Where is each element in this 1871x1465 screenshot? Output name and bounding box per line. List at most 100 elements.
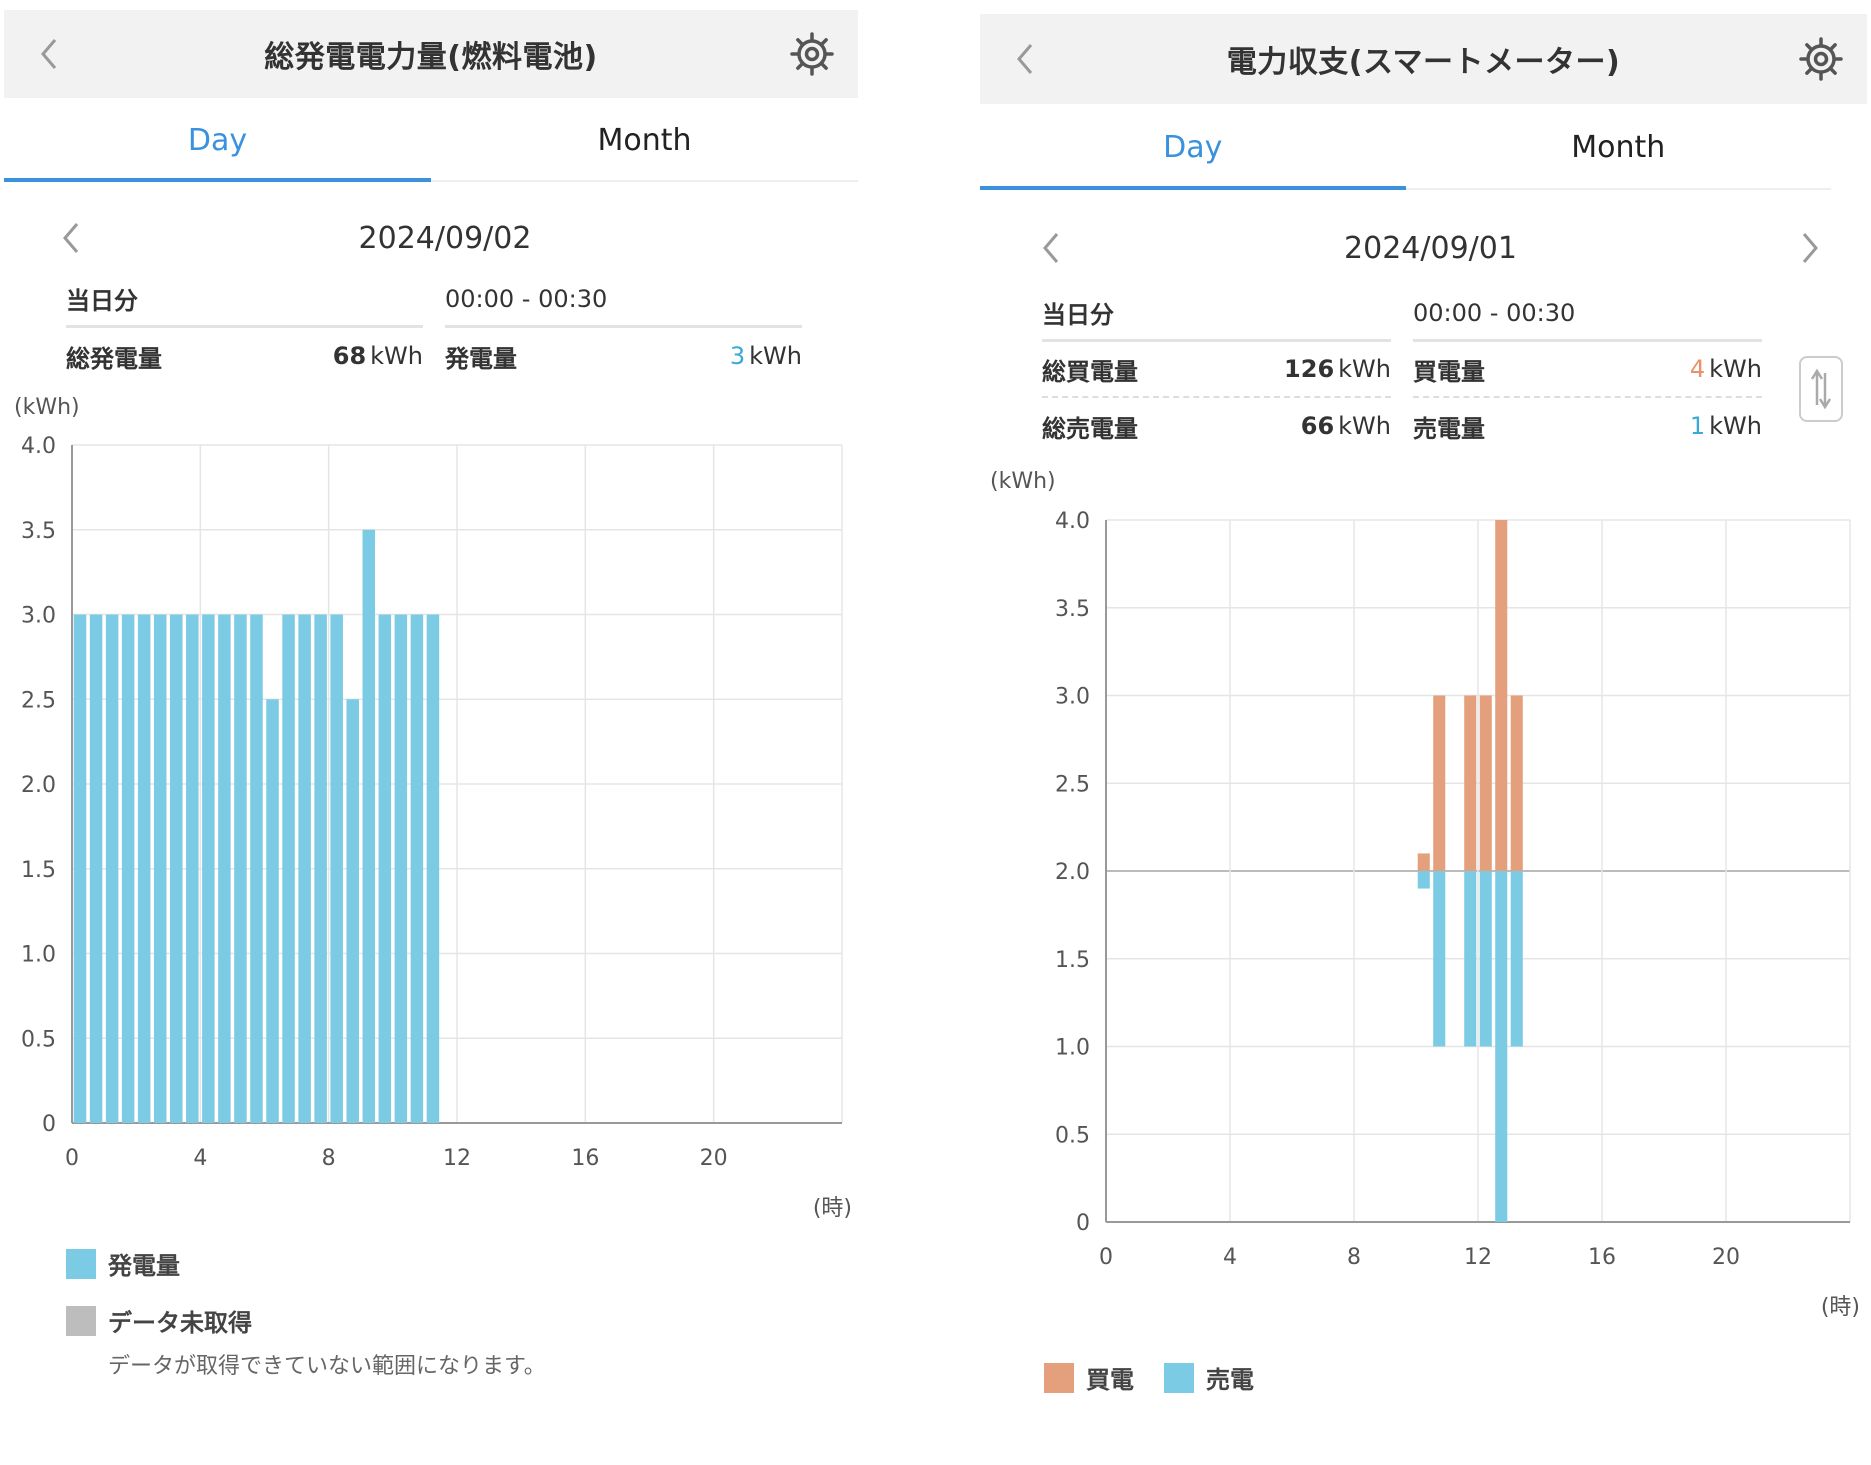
tab-day[interactable]: Day <box>4 100 431 182</box>
y-tick-label: 3.0 <box>1055 685 1090 710</box>
bar <box>282 614 295 1123</box>
date-navigator: 2024/09/02 <box>50 210 840 266</box>
x-axis-unit-label: (時) <box>813 1196 852 1221</box>
header-bar: 総発電電力量(燃料電池) <box>4 10 858 98</box>
prev-date-button[interactable] <box>56 218 86 258</box>
legend-swatch <box>66 1248 96 1279</box>
sell-bar <box>1433 871 1446 1047</box>
chevron-left-icon <box>63 223 79 253</box>
total-sell-value: 66 <box>1300 412 1335 440</box>
summary-header-row: 当日分 00:00 - 00:30 <box>1042 286 1762 342</box>
summary-row-sell: 総売電量 66 kWh 売電量 1 kWh <box>1042 398 1762 454</box>
settings-button[interactable] <box>788 30 836 78</box>
y-tick-label: 3.5 <box>1055 597 1090 622</box>
y-tick-label: 2.5 <box>21 688 56 713</box>
next-date-button[interactable] <box>1795 228 1825 268</box>
summary-table: 当日分 00:00 - 00:30 総発電量 68 kWh 発電量 3 kWh <box>66 272 802 384</box>
legend-item-generation: 発電量 <box>66 1246 546 1281</box>
total-sell-label: 総売電量 <box>1042 414 1138 443</box>
sell-bar <box>1417 871 1430 889</box>
unit-label: kWh <box>1709 412 1762 440</box>
tab-month[interactable]: Month <box>597 122 692 158</box>
legend-label: データ未取得 <box>108 1309 252 1337</box>
x-tick-label: 4 <box>1223 1245 1237 1270</box>
y-tick-label: 2.0 <box>1055 860 1090 885</box>
chevron-left-icon <box>41 39 57 69</box>
page-title: 電力収支(スマートメーター) <box>1226 45 1621 80</box>
y-axis-unit-label: (kWh) <box>14 395 80 420</box>
y-tick-label: 2.5 <box>1055 772 1090 797</box>
buy-bar <box>1479 695 1492 871</box>
bar <box>170 614 183 1123</box>
chart-legend: 発電量 データ未取得 データが取得できていない範囲になります。 <box>66 1246 546 1380</box>
bar <box>330 614 343 1123</box>
buy-bar <box>1433 695 1446 871</box>
generation-chart[interactable]: (kWh) 0 0.5 1.0 1.5 2.0 2.5 3.0 3.5 4.0 0 4 8 12 16 20 (… <box>0 0 880 1260</box>
day-total-label: 当日分 <box>66 287 138 315</box>
y-tick-label: 0 <box>42 1112 56 1137</box>
bar <box>362 529 376 1123</box>
bar <box>426 614 440 1123</box>
y-tick-label: 1.0 <box>1055 1036 1090 1061</box>
legend-item-buy: 買電 <box>1044 1360 1134 1395</box>
back-button[interactable] <box>34 34 64 74</box>
legend-label: 買電 <box>1086 1366 1134 1394</box>
y-tick-label: 3.5 <box>21 519 56 544</box>
y-tick-label: 1.5 <box>21 858 56 883</box>
slot-generation-label: 発電量 <box>445 344 517 373</box>
fuel-cell-panel: 総発電電力量(燃料電池) Day Month 2024/09/02 当 <box>0 0 880 1465</box>
x-tick-label: 16 <box>1588 1245 1616 1270</box>
sell-bar <box>1464 871 1477 1047</box>
tab-day[interactable]: Day <box>980 106 1406 190</box>
back-button[interactable] <box>1010 39 1040 79</box>
x-tick-label: 12 <box>1464 1245 1492 1270</box>
tab-month[interactable]: Month <box>1571 129 1666 165</box>
chevron-left-icon <box>1043 233 1059 263</box>
x-tick-label: 20 <box>700 1146 728 1171</box>
x-tick-label: 16 <box>571 1146 599 1171</box>
bar <box>121 614 135 1123</box>
bar <box>378 614 392 1123</box>
swap-button[interactable] <box>1799 356 1843 422</box>
x-tick-label: 0 <box>65 1146 79 1171</box>
bar <box>202 614 215 1123</box>
legend-label: 発電量 <box>108 1252 180 1280</box>
unit-label: kWh <box>749 342 802 370</box>
legend-swatch <box>1044 1362 1074 1393</box>
sell-bar <box>1495 871 1508 1222</box>
slot-sell-value: 1 <box>1689 412 1706 440</box>
slot-buy-value: 4 <box>1689 355 1706 383</box>
date-navigator: 2024/09/01 <box>1030 220 1831 276</box>
sell-bar <box>1479 871 1492 1047</box>
y-tick-label: 4.0 <box>21 434 56 459</box>
unit-label: kWh <box>370 342 423 370</box>
period-tabs: Day Month <box>980 106 1831 190</box>
buy-bar <box>1510 695 1523 871</box>
summary-row: 総発電量 68 kWh 発電量 3 kWh <box>66 328 802 384</box>
buy-bar <box>1417 853 1430 871</box>
sell-bar <box>1510 871 1523 1047</box>
summary-table: 当日分 00:00 - 00:30 総買電量 126 kWh 買電量 4 kWh 総… <box>1042 286 1762 454</box>
x-tick-label: 8 <box>1347 1245 1361 1270</box>
bar <box>137 614 151 1123</box>
legend-note: データが取得できていない範囲になります。 <box>108 1354 546 1379</box>
bar <box>298 614 311 1123</box>
x-tick-label: 12 <box>443 1146 471 1171</box>
buy-bar <box>1464 695 1477 871</box>
header-bar: 電力収支(スマートメーター) <box>980 14 1867 104</box>
unit-label: kWh <box>1338 355 1391 383</box>
power-balance-chart[interactable]: (kWh) 0 0.5 1.0 1.5 2.0 2.5 3.0 3.5 4.0 0 4 8 12 16 20 (… <box>980 0 1871 1350</box>
legend-swatch <box>1164 1362 1194 1393</box>
slot-buy-label: 買電量 <box>1413 357 1485 386</box>
total-buy-value: 126 <box>1284 355 1335 383</box>
bar <box>89 614 103 1123</box>
settings-button[interactable] <box>1797 35 1845 83</box>
prev-date-button[interactable] <box>1036 228 1066 268</box>
bar <box>250 614 263 1123</box>
summary-header-row: 当日分 00:00 - 00:30 <box>66 272 802 328</box>
x-tick-label: 0 <box>1099 1245 1113 1270</box>
bar <box>73 614 87 1123</box>
bar <box>186 614 199 1123</box>
bar <box>153 614 167 1123</box>
buy-bar <box>1495 520 1508 871</box>
